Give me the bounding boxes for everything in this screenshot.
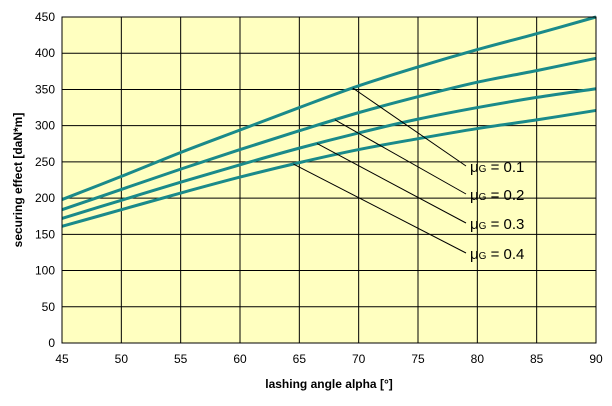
series-line-4 [61,108,597,228]
x-tick-label: 55 [174,352,188,366]
y-tick-label: 100 [35,264,55,278]
series-label-1: μG = 0.1 [470,159,524,176]
y-axis-title: securing effect [daN*m] [11,113,25,248]
series-line-3 [61,87,597,220]
x-tick-label: 80 [471,352,485,366]
x-tick-label: 70 [352,352,366,366]
annotation-leader-line [334,119,467,195]
x-tick-label: 60 [233,352,247,366]
y-tick-label: 150 [35,227,55,241]
y-tick-label: 450 [35,10,55,24]
series-annotations: μG = 0.1 μG = 0.2 μG = 0.3 μG = 0.4 [293,87,524,263]
y-tick-label: 200 [35,191,55,205]
series-label-2: μG = 0.2 [470,187,524,204]
x-axis-title: lashing angle alpha [°] [265,377,392,391]
y-tick-label: 50 [42,300,56,314]
x-tick-label: 85 [530,352,544,366]
x-tick-label: 90 [589,352,603,366]
y-tick-labels: 0 50 100 150 200 250 300 350 400 450 [35,10,55,350]
annotation-leader-line [293,163,467,254]
x-tick-label: 75 [411,352,425,366]
x-tick-label: 65 [293,352,307,366]
y-tick-label: 250 [35,155,55,169]
y-tick-label: 300 [35,119,55,133]
series-layer [61,15,597,228]
x-tick-label: 50 [115,352,129,366]
plot-border [61,16,597,344]
x-tick-label: 45 [55,352,69,366]
series-line-2 [61,56,597,212]
x-tick-labels: 45 50 55 60 65 70 75 80 85 90 [55,352,603,366]
plot-area [62,17,596,343]
series-label-3: μG = 0.3 [470,216,524,233]
y-tick-label: 350 [35,82,55,96]
series-label-4: μG = 0.4 [470,246,524,263]
annotation-leader-line [352,87,467,167]
y-tick-label: 400 [35,46,55,60]
annotation-leader-line [316,143,467,224]
y-tick-label: 0 [48,336,55,350]
series-line-1 [61,15,597,201]
